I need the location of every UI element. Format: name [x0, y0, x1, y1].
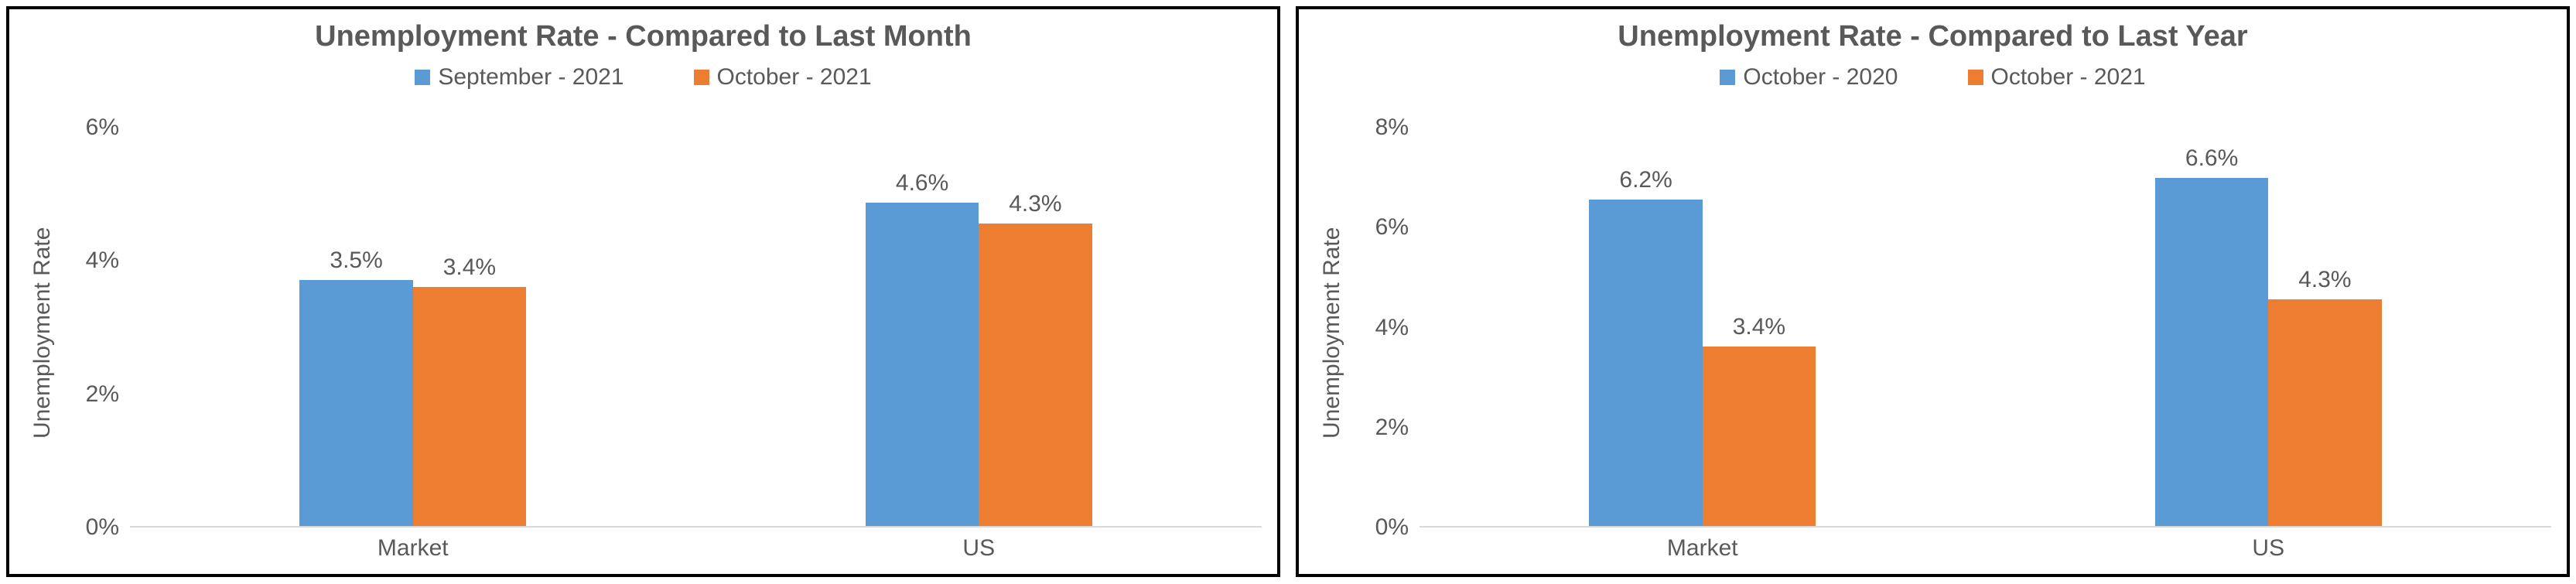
bar-series-0: 4.6% [866, 203, 979, 526]
chart-legend: September - 2021 October - 2021 [25, 64, 1262, 91]
plot-area: 6.2% 3.4% 6.6% 4.3% [1420, 104, 2551, 528]
legend-item: September - 2021 [415, 64, 624, 91]
legend-swatch-icon [694, 70, 709, 85]
y-tick: 4% [60, 249, 119, 272]
bar-value-label: 3.5% [330, 248, 382, 274]
legend-swatch-icon [1720, 70, 1735, 85]
bar-value-label: 3.4% [1733, 314, 1785, 340]
y-axis-ticks: 0% 2% 4% 6% 8% [1350, 104, 1420, 528]
chart-panel-last-year: Unemployment Rate - Compared to Last Yea… [1296, 6, 2570, 577]
legend-label: October - 2021 [1991, 64, 2146, 91]
x-tick: Market [130, 528, 696, 562]
bar-group-market: 6.2% 3.4% [1420, 104, 1986, 526]
bar-value-label: 4.3% [1009, 191, 1061, 217]
y-tick: 6% [60, 116, 119, 139]
plot-area: 3.5% 3.4% 4.6% 4.3% [130, 104, 1262, 528]
chart-legend: October - 2020 October - 2021 [1314, 64, 2551, 91]
plot-row: 0% 2% 4% 6% 3.5% 3.4% [60, 104, 1262, 528]
chart-title: Unemployment Rate - Compared to Last Yea… [1314, 20, 2551, 53]
y-tick: 8% [1350, 116, 1409, 139]
bar-value-label: 3.4% [443, 254, 496, 281]
legend-label: October - 2021 [717, 64, 872, 91]
bar-group-us: 6.6% 4.3% [1986, 104, 2552, 526]
chart-panel-last-month: Unemployment Rate - Compared to Last Mon… [6, 6, 1280, 577]
y-axis-title: Unemployment Rate [1314, 104, 1350, 562]
legend-swatch-icon [1968, 70, 1983, 85]
chart-body: Unemployment Rate 0% 2% 4% 6% 3.5% 3.4% [25, 104, 1262, 562]
bar-series-0: 6.6% [2155, 178, 2268, 526]
y-tick: 2% [1350, 416, 1409, 439]
bar-series-1: 4.3% [979, 224, 1092, 526]
x-tick: US [696, 528, 1262, 562]
y-tick: 2% [60, 383, 119, 406]
chart-body: Unemployment Rate 0% 2% 4% 6% 8% 6.2% [1314, 104, 2551, 562]
legend-item: October - 2021 [1968, 64, 2146, 91]
x-tick: US [1986, 528, 2552, 562]
bar-value-label: 6.2% [1619, 167, 1672, 193]
bar-series-0: 3.5% [299, 280, 412, 526]
y-axis-title: Unemployment Rate [25, 104, 60, 562]
y-tick: 4% [1350, 316, 1409, 340]
y-tick: 0% [1350, 516, 1409, 539]
legend-label: September - 2021 [438, 64, 624, 91]
y-tick: 6% [1350, 216, 1409, 239]
chart-title: Unemployment Rate - Compared to Last Mon… [25, 20, 1262, 53]
legend-swatch-icon [415, 70, 430, 85]
legend-label: October - 2020 [1743, 64, 1898, 91]
x-axis: Market US [1350, 528, 2551, 562]
x-axis: Market US [60, 528, 1262, 562]
bar-series-1: 3.4% [413, 287, 526, 526]
plot-wrap: 0% 2% 4% 6% 3.5% 3.4% [60, 104, 1262, 562]
y-tick: 0% [60, 516, 119, 539]
bar-value-label: 6.6% [2185, 145, 2238, 172]
x-tick: Market [1420, 528, 1986, 562]
bar-group-market: 3.5% 3.4% [130, 104, 696, 526]
bar-value-label: 4.6% [896, 170, 948, 196]
legend-item: October - 2020 [1720, 64, 1898, 91]
legend-item: October - 2021 [694, 64, 872, 91]
bar-series-1: 4.3% [2268, 299, 2381, 526]
bar-series-1: 3.4% [1703, 347, 1816, 526]
y-axis-ticks: 0% 2% 4% 6% [60, 104, 130, 528]
bar-group-us: 4.6% 4.3% [696, 104, 1262, 526]
bar-value-label: 4.3% [2298, 267, 2351, 293]
bar-series-0: 6.2% [1589, 200, 1702, 526]
plot-row: 0% 2% 4% 6% 8% 6.2% 3.4% [1350, 104, 2551, 528]
plot-wrap: 0% 2% 4% 6% 8% 6.2% 3.4% [1350, 104, 2551, 562]
